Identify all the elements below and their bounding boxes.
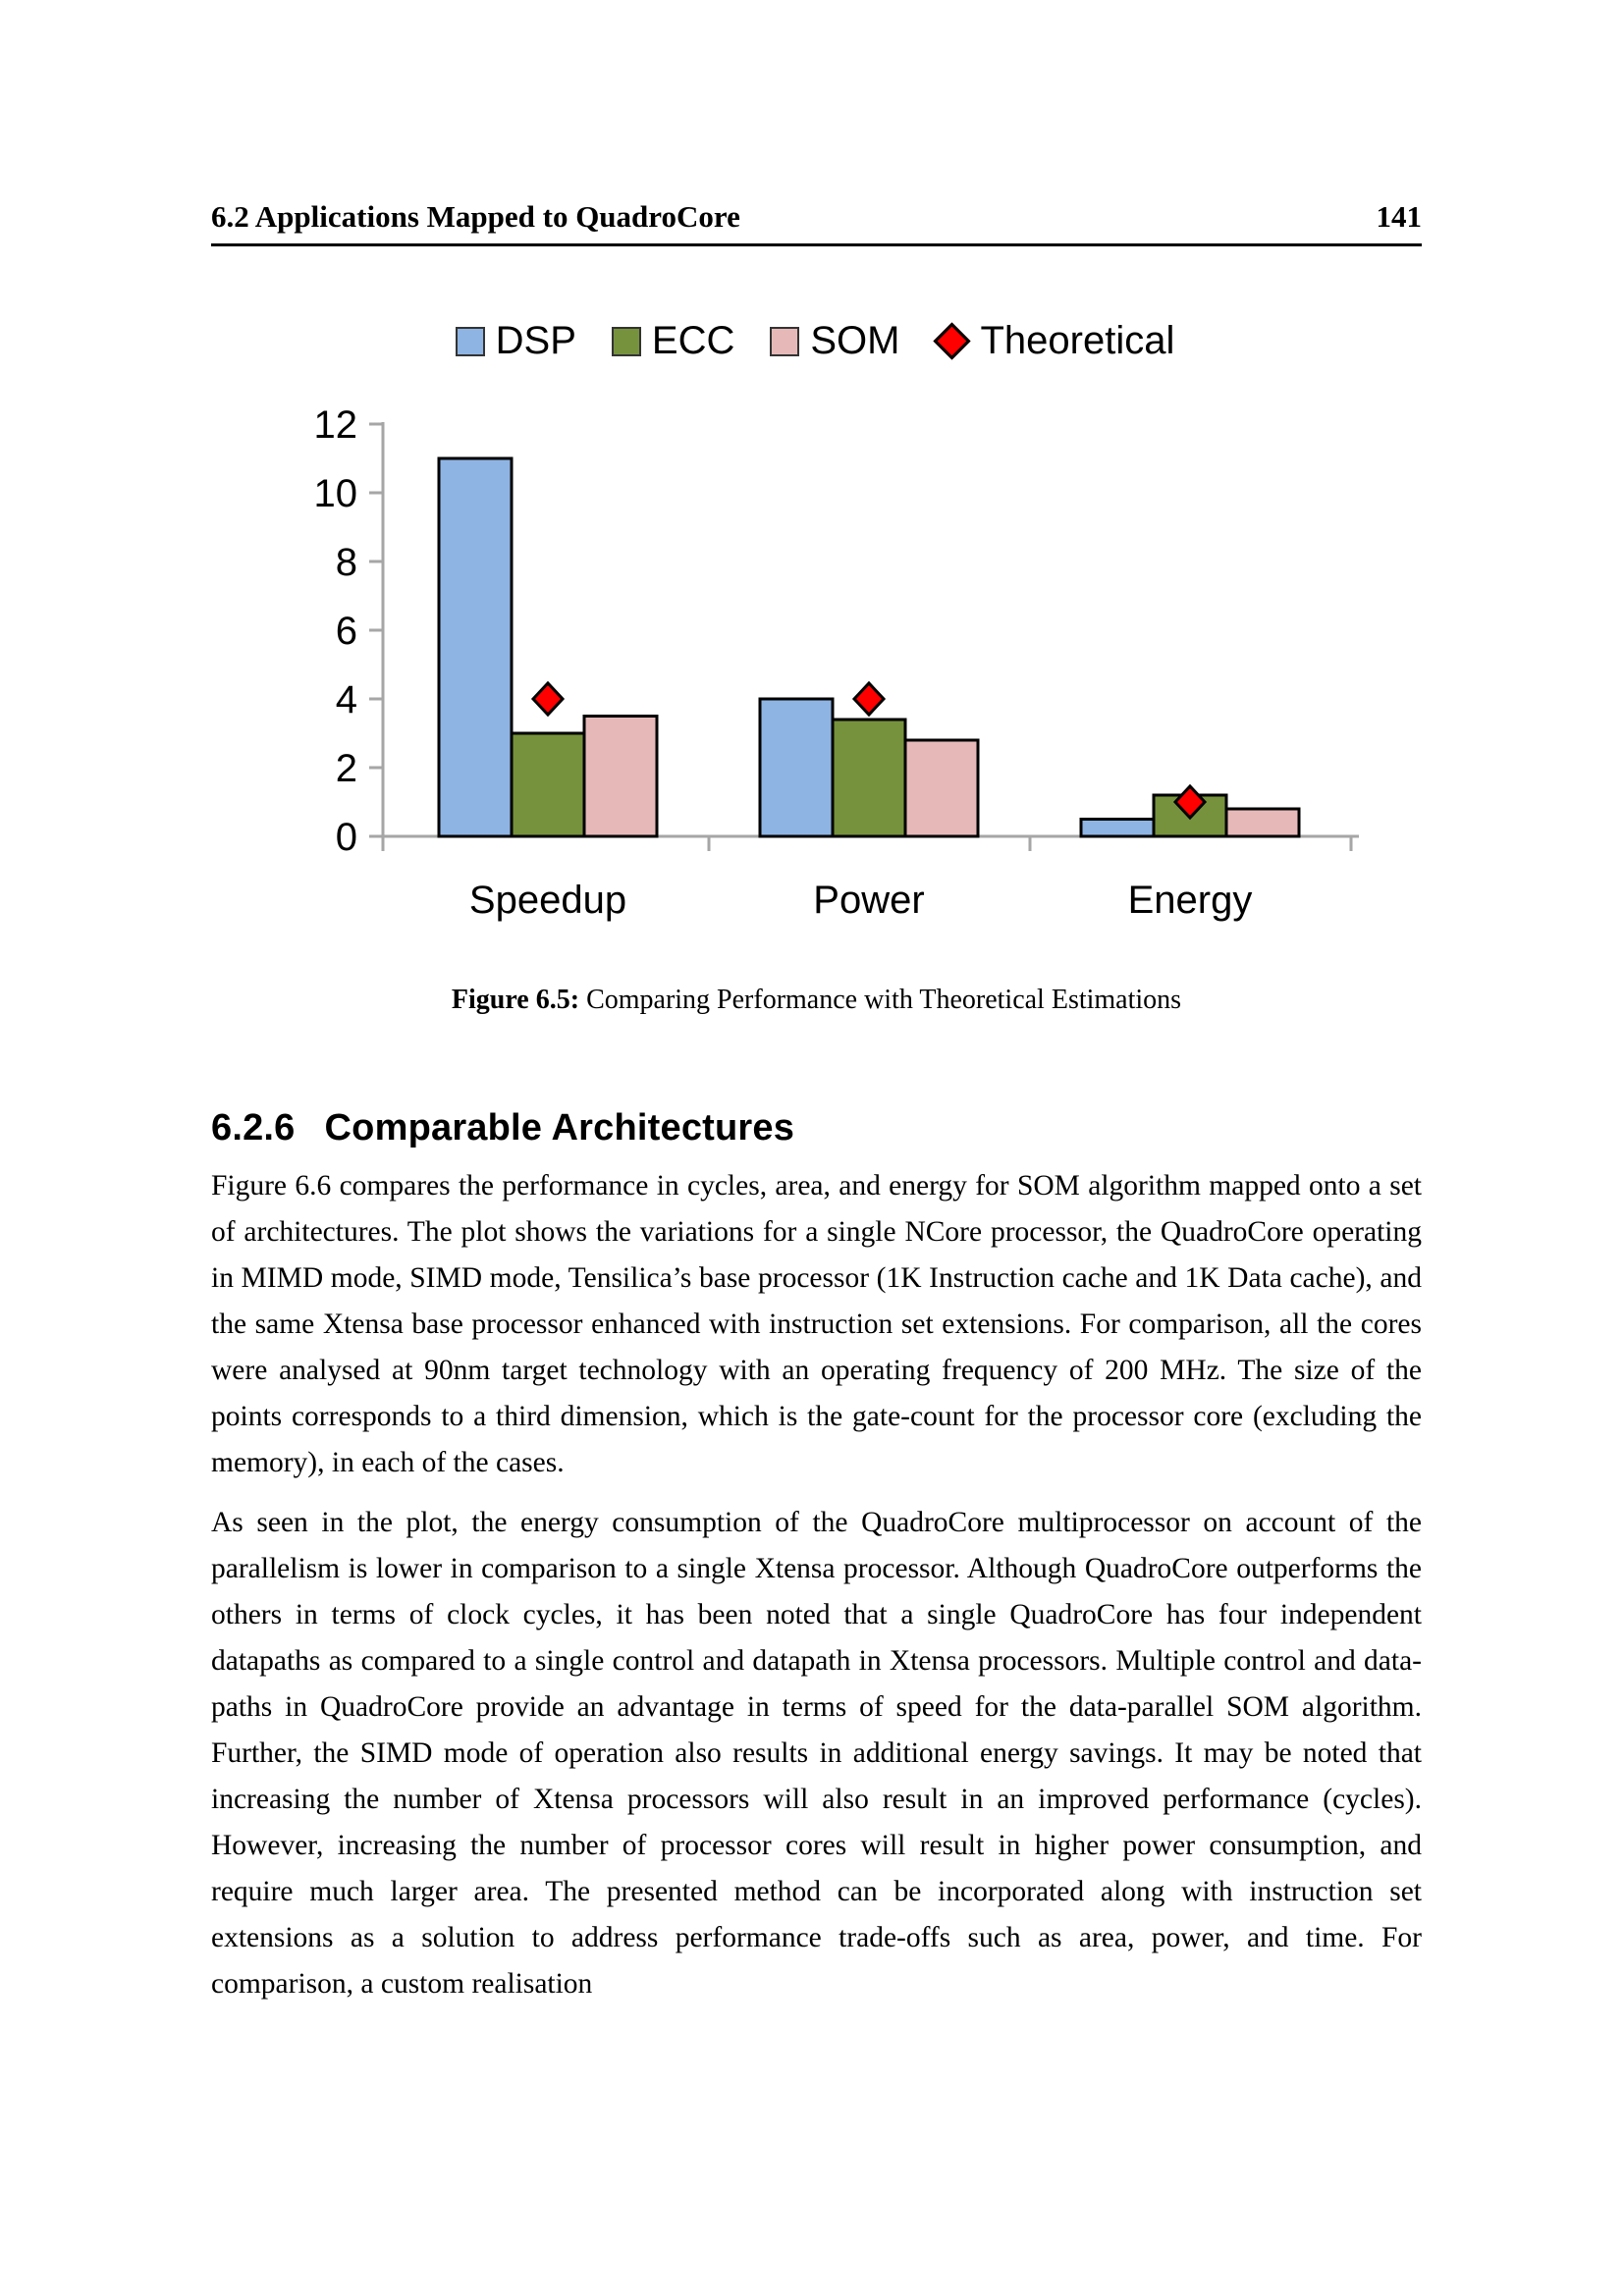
theoretical-marker-energy	[1172, 783, 1208, 821]
bar-ecc-power	[831, 718, 907, 838]
figure-caption-text: Comparing Performance with Theoretical E…	[579, 985, 1182, 1015]
body-paragraph-2: As seen in the plot, the energy consumpt…	[211, 1507, 1422, 2000]
y-tick-label: 0	[336, 816, 357, 859]
figure-caption: Figure 6.5: Comparing Performance with T…	[211, 985, 1422, 1016]
legend-item-dsp: DSP	[455, 319, 576, 363]
chart-plot-area: 0 2 4 6 8 10 12 Speedup Power Energy	[314, 403, 1359, 922]
legend-label: SOM	[810, 319, 900, 362]
bar-dsp-power	[758, 697, 835, 838]
y-tick-label: 2	[336, 747, 357, 790]
legend-label: Theoretical	[980, 319, 1175, 362]
chart-legend: DSP ECC SOM Theoretical	[206, 319, 1424, 363]
category-label-energy: Energy	[1128, 879, 1253, 922]
bar-dsp-speedup	[437, 456, 514, 838]
bar-ecc-speedup	[510, 731, 586, 838]
bar-som-speedup	[582, 715, 659, 838]
section-number: 6.2.6	[211, 1106, 296, 1148]
legend-item-som: SOM	[770, 319, 899, 363]
category-label-power: Power	[813, 879, 924, 922]
legend-item-theoretical: Theoretical	[933, 319, 1175, 363]
y-tick-label: 6	[336, 610, 357, 653]
body-paragraph-1: Figure 6.6 compares the performance in c…	[211, 1170, 1422, 1478]
section-title: Comparable Architectures	[324, 1106, 795, 1148]
legend-square-icon	[455, 326, 485, 356]
bar-som-energy	[1224, 807, 1301, 838]
theoretical-marker-power	[851, 680, 887, 718]
y-tick-label: 12	[314, 403, 358, 447]
page-number: 141	[1376, 199, 1423, 234]
legend-square-icon	[611, 326, 641, 356]
y-tick-label: 10	[314, 472, 358, 515]
category-label-speedup: Speedup	[469, 879, 626, 922]
figure-caption-label: Figure 6.5:	[451, 985, 580, 1015]
y-tick-label: 8	[336, 541, 357, 584]
legend-item-ecc: ECC	[611, 319, 735, 363]
page-header: 6.2 Applications Mapped to QuadroCore 14…	[211, 199, 1422, 246]
running-section-title: 6.2 Applications Mapped to QuadroCore	[211, 199, 740, 234]
legend-label: ECC	[651, 319, 735, 362]
bar-dsp-energy	[1079, 818, 1156, 838]
figure-6-5-chart: DSP ECC SOM Theoretical 0 2 4 6 8 10 12 Speedup Pow…	[206, 299, 1424, 947]
y-tick-label: 4	[336, 678, 357, 721]
bar-som-power	[903, 738, 980, 838]
legend-square-icon	[770, 326, 800, 356]
legend-label: DSP	[495, 319, 576, 362]
section-heading: 6.2.6 Comparable Architectures	[211, 1107, 1422, 1149]
theoretical-marker-speedup	[530, 680, 566, 718]
body-text: Figure 6.6 compares the performance in c…	[211, 1163, 1422, 2021]
